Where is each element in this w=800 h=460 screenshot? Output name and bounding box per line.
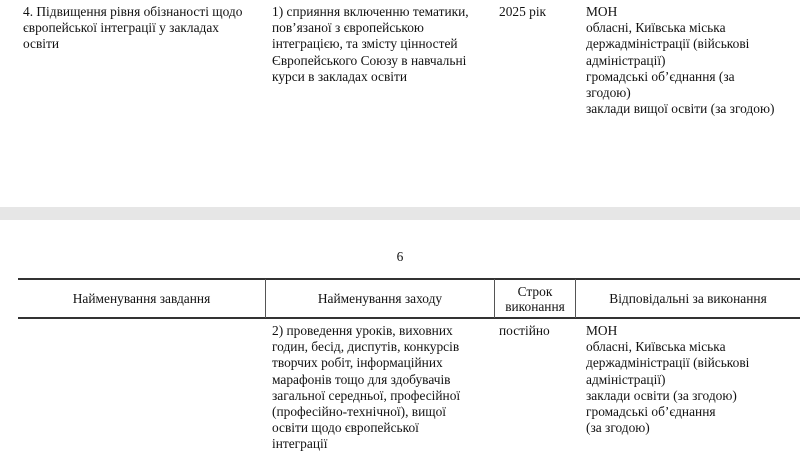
text-line: постійно [499, 323, 550, 338]
table-header-top-border [18, 278, 800, 280]
text-line: обласні, Київська міська [586, 20, 726, 36]
text-line: інтеграції [272, 436, 328, 452]
text-line: МОН [586, 4, 618, 19]
text-line: громадські об’єднання [586, 404, 716, 420]
text-line: освіти [23, 36, 60, 52]
header-responsible: Відповідальні за виконання [576, 279, 800, 318]
text-line: загальної середньої, професійної [272, 387, 461, 403]
text-line: держадміністрації (військові [586, 355, 750, 371]
text-line: 2) проведення уроків, виховних [272, 323, 453, 338]
text-line: Строк [517, 283, 553, 299]
text-line: МОН [586, 323, 618, 338]
text-line: 4. Підвищення рівня обізнаності щодо [23, 4, 243, 19]
text-line: адміністрації) [586, 52, 666, 68]
text-line: виконання [505, 298, 565, 314]
table-header-bottom-border [18, 317, 800, 319]
header-term: Строк виконання [495, 279, 575, 318]
header-measure-label: Найменування заходу [317, 291, 443, 306]
column-divider [575, 279, 576, 318]
text-line: 1) сприяння включенню тематики, [272, 4, 469, 19]
term-cell: 2025 рік [499, 4, 546, 20]
responsible-cell: МОН обласні, Київська міська держадміністр… [586, 4, 774, 117]
text-line: згодою) [586, 85, 631, 101]
text-line: годин, бесід, диспутів, конкурсів [272, 339, 460, 355]
term-cell: постійно [499, 323, 550, 339]
text-line: інтеграцією, та змісту цінностей [272, 36, 458, 52]
text-line: держадміністрації (військові [586, 36, 750, 52]
text-line: марафонів тощо для здобувачів [272, 371, 451, 387]
header-task-label: Найменування завдання [72, 291, 211, 306]
text-line: 2025 рік [499, 4, 547, 19]
text-line: освіти щодо європейської [272, 420, 419, 436]
text-line: адміністрації) [586, 371, 666, 387]
text-line: пов’язаної з європейською [272, 20, 424, 36]
text-line: (професійно-технічної), вищої [272, 404, 447, 420]
text-line: (за згодою) [586, 420, 650, 436]
task-cell: 4. Підвищення рівня обізнаності щодо євро… [23, 4, 242, 53]
measure-cell: 1) сприяння включенню тематики, пов’язано… [272, 4, 469, 85]
text-line: громадські об’єднання (за [586, 68, 735, 84]
page-separator [0, 207, 800, 220]
header-task: Найменування завдання [18, 279, 265, 318]
text-line: заклади вищої освіти (за згодою) [586, 101, 775, 117]
text-line: творчих робіт, інформаційних [272, 355, 443, 371]
text-line: обласні, Київська міська [586, 339, 726, 355]
responsible-cell: МОН обласні, Київська міська держадміністр… [586, 323, 749, 436]
text-line: європейської інтеграції у закладах [23, 20, 220, 36]
text-line: Європейського Союзу в навчальні [272, 52, 467, 68]
text-line: заклади освіти (за згодою) [586, 387, 737, 403]
header-measure: Найменування заходу [266, 279, 494, 318]
page-number: 6 [396, 249, 404, 264]
text-line: курси в закладах освіти [272, 68, 408, 84]
header-responsible-label: Відповідальні за виконання [609, 291, 767, 306]
measure-cell: 2) проведення уроків, виховних годин, бес… [272, 323, 460, 453]
column-divider [494, 279, 495, 318]
column-divider [265, 279, 266, 318]
